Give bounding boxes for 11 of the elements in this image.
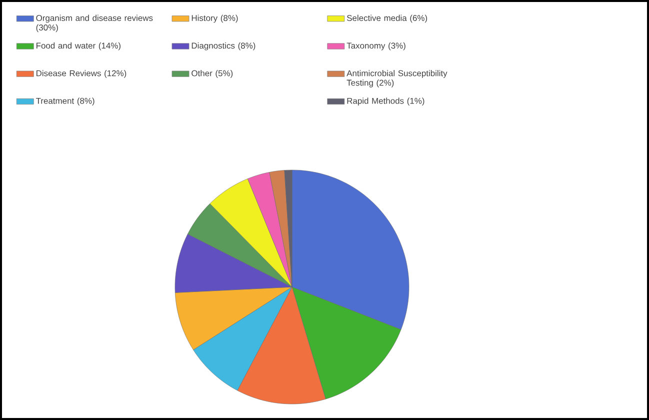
legend-label: Treatment (8%)	[36, 98, 94, 106]
legend-label: Organism and disease reviews (30%)	[36, 14, 153, 32]
legend-label: Rapid Methods (1%)	[347, 98, 424, 106]
legend-label: Antimicrobial Susceptibility Testing (2%)	[346, 70, 448, 88]
legend-label: Other (5%)	[192, 70, 233, 78]
legend-label: Selective media (6%)	[346, 14, 428, 23]
legend-label: Taxonomy (3%)	[346, 42, 406, 50]
legend-label: Diagnostics (8%)	[192, 42, 256, 50]
legend-label: History (8%)	[192, 14, 238, 23]
legend-label: Disease Reviews (12%)	[36, 70, 126, 78]
legend-label: Food and water (14%)	[36, 42, 120, 50]
